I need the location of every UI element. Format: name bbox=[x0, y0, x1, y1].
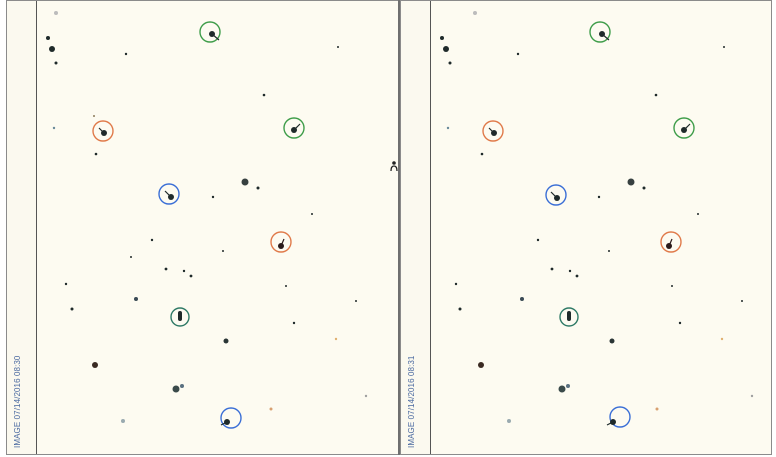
star-field-graphic bbox=[440, 11, 754, 428]
star-field bbox=[36, 1, 399, 454]
timestamp-strip: IMAGE 07/14/2016 08:30 bbox=[7, 1, 37, 454]
circle-marker-green-top bbox=[199, 21, 221, 43]
circle-marker-green-right bbox=[283, 117, 305, 139]
circle-marker-green-right bbox=[673, 117, 695, 139]
star-field-graphic bbox=[46, 11, 368, 429]
image-panel-right: IMAGE 07/14/2016 08:31 bbox=[400, 0, 772, 455]
image-timestamp: IMAGE 07/14/2016 08:31 bbox=[407, 355, 416, 449]
circle-marker-orange-right bbox=[660, 231, 682, 253]
image-timestamp: IMAGE 07/14/2016 08:30 bbox=[13, 355, 22, 449]
circle-marker-orange-left bbox=[92, 120, 114, 142]
circle-marker-orange-right bbox=[270, 231, 292, 253]
circle-marker-blue-bottom bbox=[220, 407, 242, 429]
background-dots bbox=[440, 11, 754, 423]
image-panel-left: IMAGE 07/14/2016 08:30 bbox=[6, 0, 400, 455]
circle-marker-blue-mid bbox=[545, 184, 567, 206]
circle-marker-teal-lower bbox=[170, 307, 190, 327]
panel-divider bbox=[398, 0, 401, 455]
circle-marker-green-top bbox=[589, 21, 611, 43]
circle-marker-orange-left bbox=[482, 120, 504, 142]
timestamp-strip: IMAGE 07/14/2016 08:31 bbox=[401, 1, 431, 454]
background-dots bbox=[46, 11, 368, 423]
circle-marker-blue-mid bbox=[158, 183, 180, 205]
edge-mark-icon bbox=[390, 161, 398, 172]
star-field bbox=[430, 1, 771, 454]
circle-marker-blue-bottom bbox=[606, 406, 631, 428]
circle-marker-teal-lower bbox=[559, 307, 579, 327]
